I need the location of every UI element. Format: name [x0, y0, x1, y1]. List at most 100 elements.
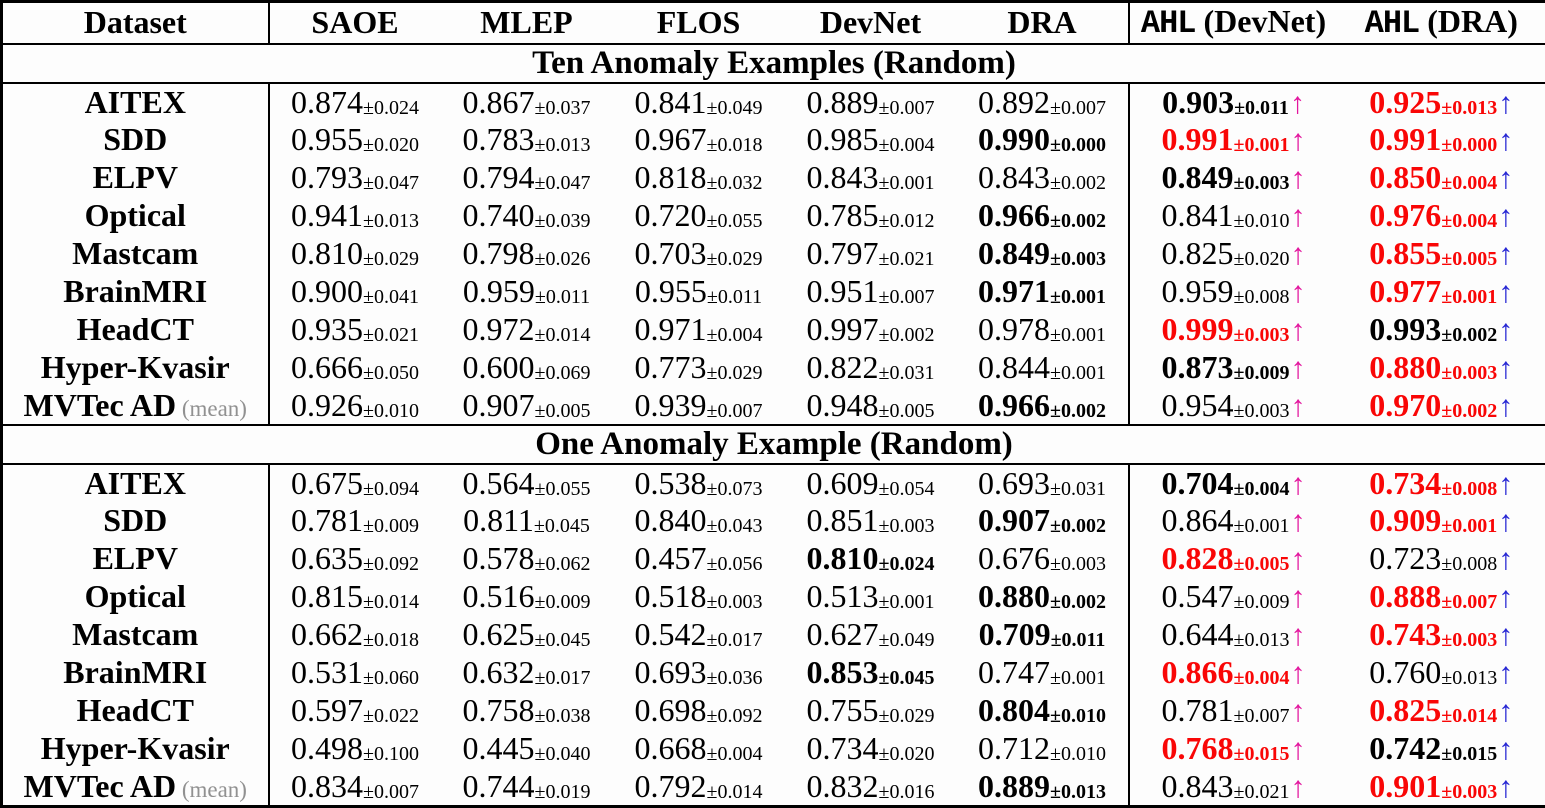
score-value: 0.822 [806, 349, 879, 386]
score-cell: 0.758±0.038 [441, 692, 613, 730]
up-arrow-icon: ↑ [1290, 389, 1306, 423]
score-value: 0.959 [1161, 273, 1234, 310]
score-cell: 0.997±0.002 [785, 311, 957, 349]
score-cell: 0.822±0.031 [785, 349, 957, 387]
score-cell: 0.781±0.009 [269, 502, 441, 540]
score-stddev: ±0.010 [1233, 210, 1290, 233]
score-stddev: ±0.021 [363, 324, 419, 347]
dataset-name: MVTec AD (mean) [1, 386, 270, 425]
score-cell: 0.999±0.003↑ [1129, 311, 1338, 349]
score-cell: 0.609±0.054 [785, 464, 957, 502]
score-stddev: ±0.031 [878, 362, 935, 385]
score-stddev: ±0.008 [1233, 286, 1290, 309]
score-stddev: ±0.005 [1233, 553, 1290, 576]
score-cell: 0.635±0.092 [269, 540, 441, 578]
score-value: 0.978 [978, 311, 1050, 348]
score-cell: 0.993±0.002↑ [1338, 311, 1545, 349]
score-cell: 0.666±0.050 [269, 349, 441, 387]
dataset-label: SDD [103, 121, 168, 158]
score-value: 0.797 [806, 235, 879, 272]
score-cell: 0.971±0.001 [956, 272, 1130, 311]
score-value: 0.955 [634, 273, 707, 310]
score-stddev: ±0.032 [706, 172, 763, 195]
dataset-name: AITEX [1, 463, 270, 502]
score-stddev: ±0.007 [706, 399, 763, 422]
score-cell: 0.797±0.021 [785, 235, 957, 273]
score-value: 0.632 [462, 654, 535, 691]
score-cell: 0.793±0.047 [269, 159, 441, 197]
score-stddev: ±0.004 [1233, 477, 1290, 500]
score-stddev: ±0.003 [1050, 553, 1106, 576]
dataset-name: BrainMRI [1, 653, 270, 692]
table-row: HeadCT 0.935±0.021 0.972±0.014 0.971±0.004 0… [1, 310, 1545, 349]
score-stddev: ±0.004 [878, 134, 935, 157]
score-stddev: ±0.004 [1441, 210, 1498, 233]
score-cell: 0.888±0.007↑ [1338, 578, 1545, 616]
dataset-label: Optical [84, 197, 186, 234]
score-value: 0.783 [462, 121, 535, 158]
up-arrow-icon: ↑ [1290, 352, 1306, 386]
score-value: 0.889 [806, 83, 879, 120]
score-stddev: ±0.003 [706, 591, 763, 614]
score-value: 0.516 [462, 578, 535, 615]
score-stddev: ±0.024 [878, 553, 935, 576]
score-stddev: ±0.003 [878, 515, 935, 538]
score-cell: 0.834±0.007 [269, 768, 441, 807]
score-value: 0.997 [806, 311, 879, 348]
score-value: 0.954 [1161, 386, 1234, 423]
mean-label: (mean) [176, 776, 247, 802]
score-value: 0.760 [1369, 654, 1442, 691]
table-row: MVTec AD (mean) 0.834±0.007 0.744±0.019 0.7… [1, 767, 1545, 807]
score-stddev: ±0.008 [1441, 477, 1498, 500]
score-stddev: ±0.073 [706, 477, 763, 500]
score-stddev: ±0.062 [534, 553, 591, 576]
score-cell: 0.818±0.032 [613, 159, 785, 197]
score-stddev: ±0.002 [1050, 172, 1106, 195]
score-cell: 0.843±0.002 [956, 158, 1130, 197]
score-value: 0.498 [291, 730, 363, 767]
score-cell: 0.498±0.100 [269, 730, 441, 768]
up-arrow-icon: ↑ [1498, 389, 1514, 423]
score-cell: 0.794±0.047 [441, 159, 613, 197]
column-header-saoe: SAOE [268, 1, 441, 45]
table-row: AITEX 0.675±0.094 0.564±0.055 0.538±0.073 0.… [1, 463, 1545, 502]
score-value: 0.773 [634, 349, 707, 386]
dataset-label: Mastcam [72, 235, 199, 272]
score-value: 0.873 [1161, 349, 1234, 386]
up-arrow-icon: ↑ [1289, 86, 1305, 120]
up-arrow-icon: ↑ [1498, 467, 1514, 501]
score-cell: 0.644±0.013↑ [1129, 616, 1338, 654]
column-header-dra: DRA [956, 1, 1130, 45]
up-arrow-icon: ↑ [1290, 657, 1306, 691]
score-value: 0.864 [1161, 502, 1234, 539]
score-cell: 0.743±0.003↑ [1338, 616, 1545, 654]
score-cell: 0.990±0.000 [956, 120, 1130, 159]
column-header-dataset: Dataset [1, 1, 270, 45]
mean-label: (mean) [176, 395, 247, 421]
score-stddev: ±0.009 [1233, 591, 1290, 614]
score-stddev: ±0.039 [534, 210, 591, 233]
score-stddev: ±0.092 [706, 705, 763, 728]
score-cell: 0.723±0.008↑ [1338, 540, 1545, 578]
score-stddev: ±0.013 [1441, 96, 1498, 119]
up-arrow-icon: ↑ [1290, 695, 1306, 729]
score-value: 0.948 [806, 386, 879, 423]
score-stddev: ±0.020 [878, 743, 935, 766]
score-stddev: ±0.094 [363, 477, 419, 500]
dataset-name: AITEX [1, 82, 270, 121]
score-value: 0.993 [1369, 311, 1442, 348]
score-cell: 0.873±0.009↑ [1129, 349, 1338, 387]
score-stddev: ±0.015 [1441, 743, 1498, 766]
score-stddev: ±0.010 [1050, 743, 1106, 766]
table-row: HeadCT 0.597±0.022 0.758±0.038 0.698±0.092 0… [1, 691, 1545, 730]
score-cell: 0.744±0.019 [441, 768, 613, 807]
score-value: 0.951 [806, 273, 879, 310]
score-value: 0.985 [806, 121, 879, 158]
score-stddev: ±0.045 [878, 667, 935, 690]
score-value: 0.704 [1161, 464, 1234, 501]
score-value: 0.991 [1369, 121, 1442, 158]
table-row: BrainMRI 0.900±0.041 0.959±0.011 0.955±0.01… [1, 272, 1545, 311]
score-stddev: ±0.001 [1050, 324, 1106, 347]
up-arrow-icon: ↑ [1290, 124, 1306, 158]
